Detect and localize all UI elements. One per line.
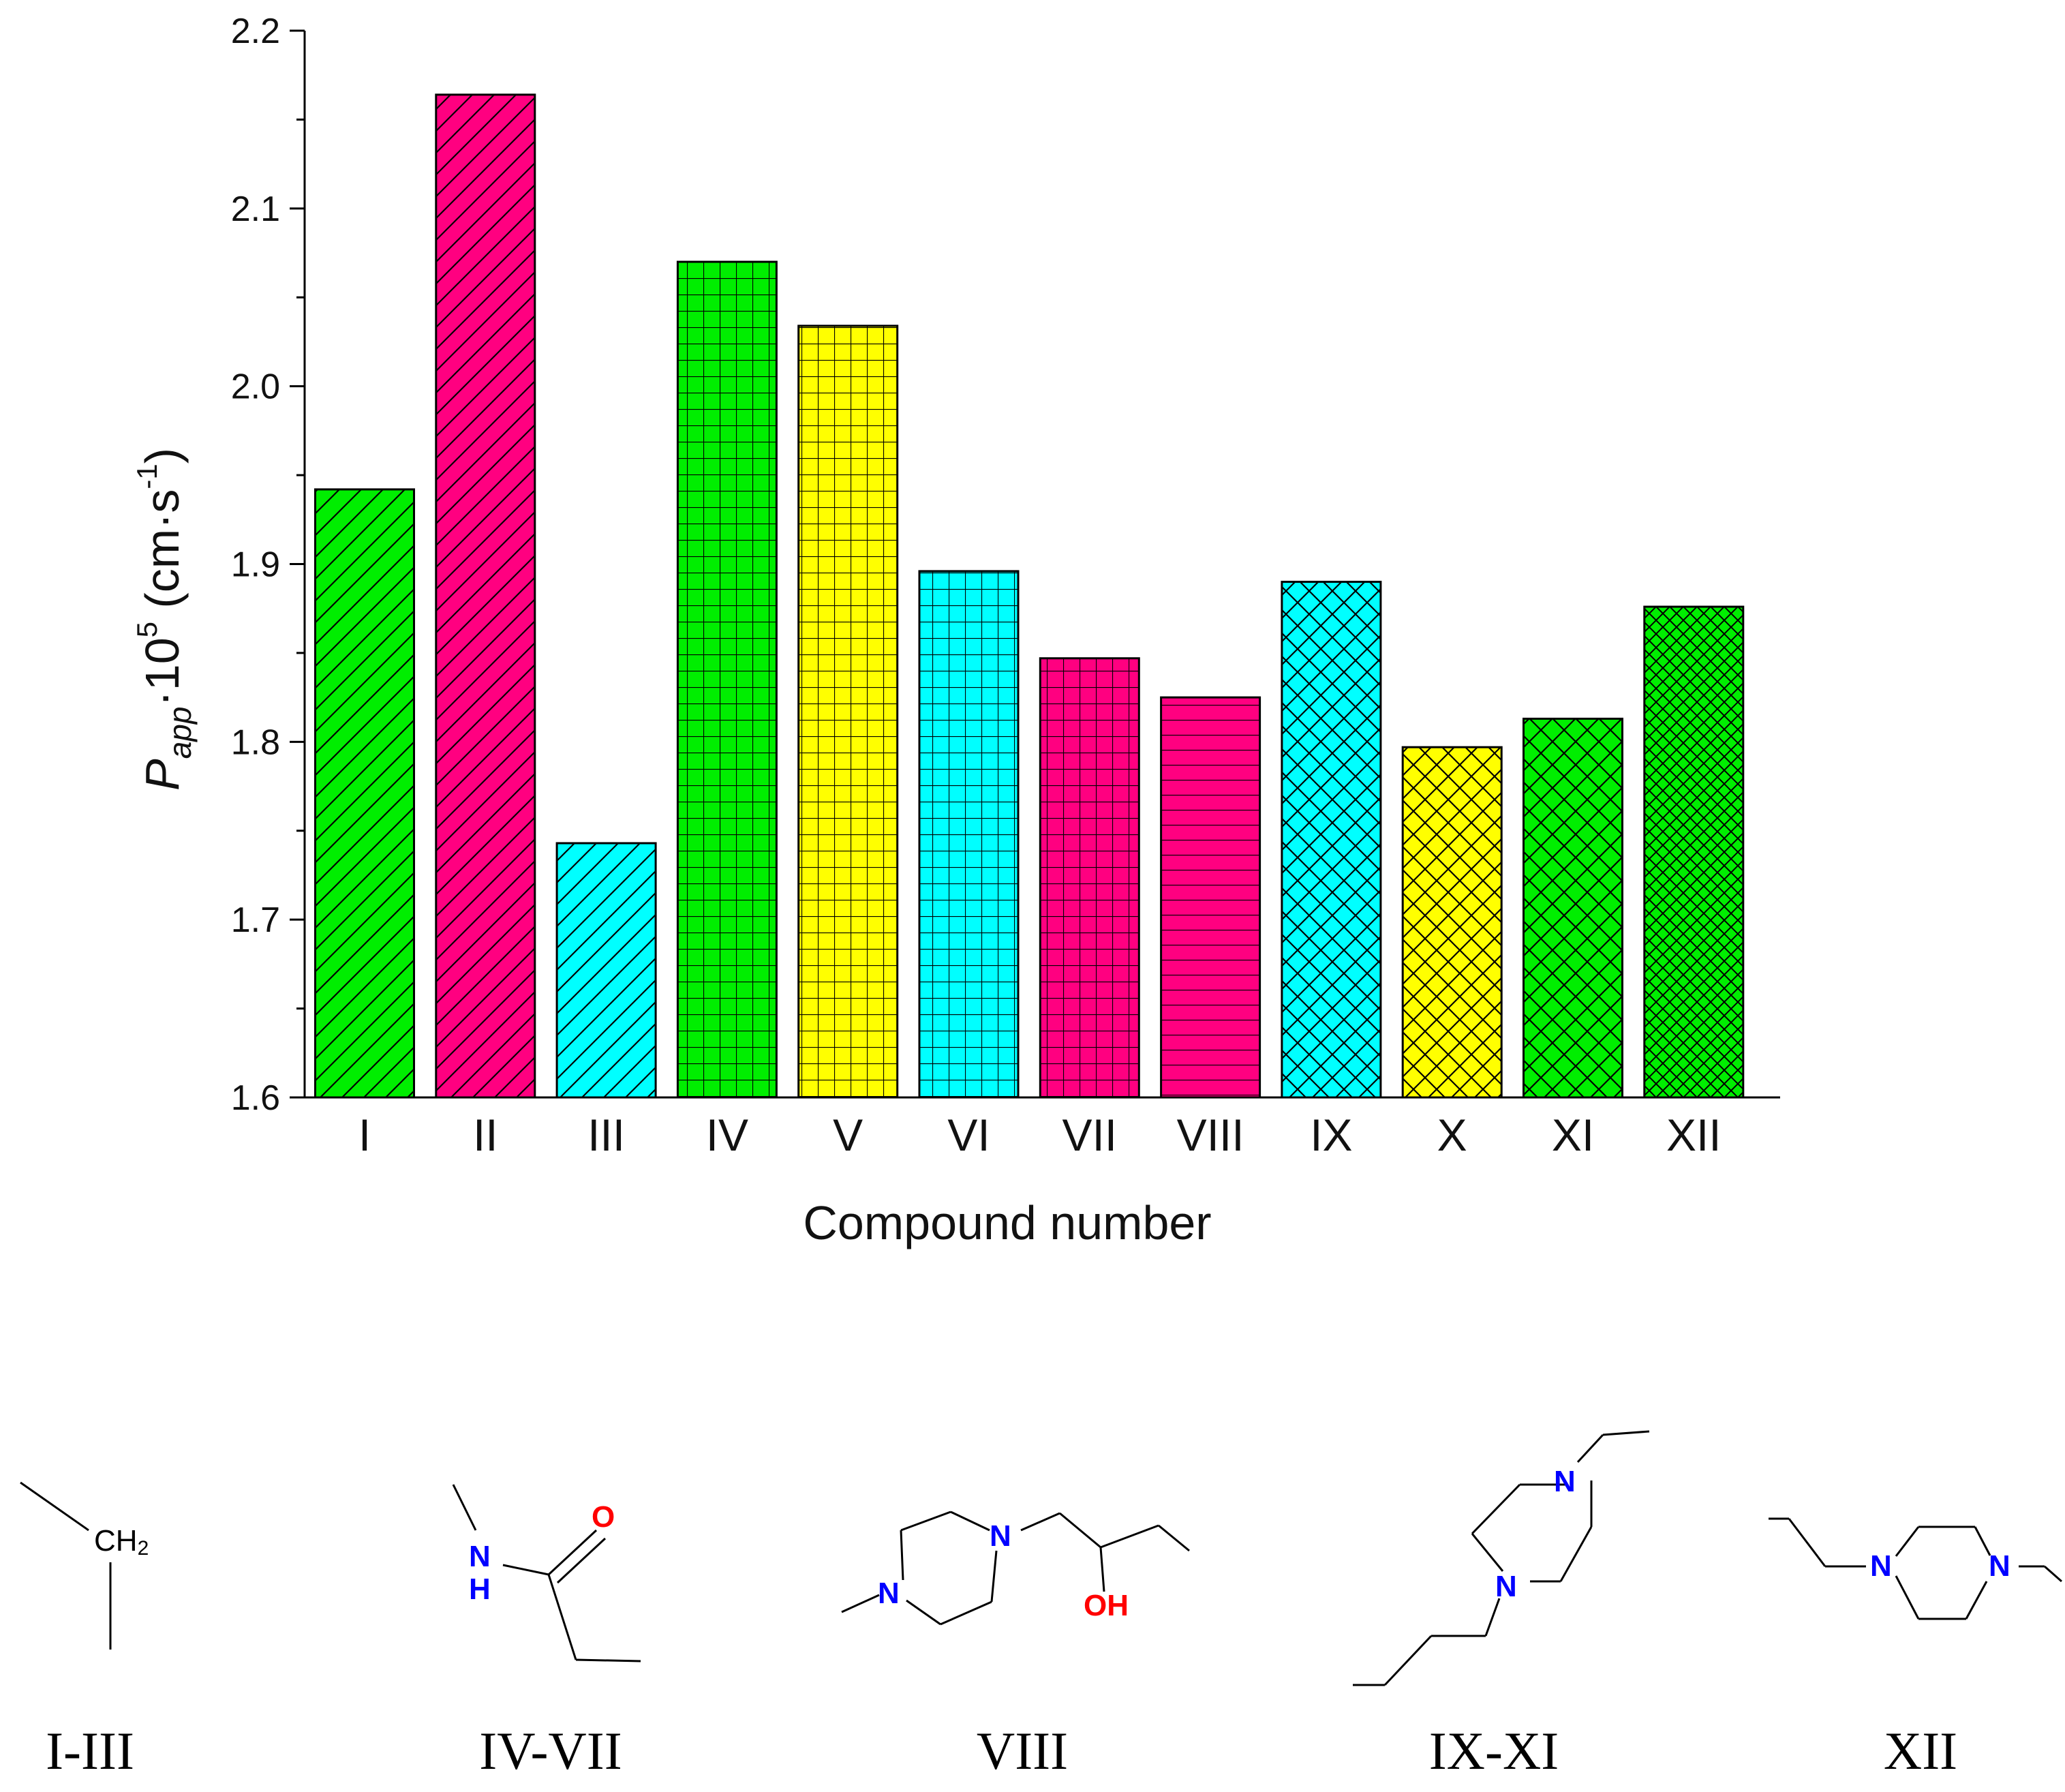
- x-tick-label-vii: VII: [1062, 1110, 1117, 1160]
- y-tick-label: 2.0: [231, 367, 280, 407]
- oxygen-atom: O: [592, 1500, 615, 1534]
- x-tick-label-iv: IV: [706, 1110, 748, 1160]
- y-tick-label: 1.6: [231, 1078, 280, 1118]
- x-axis-title: Compound number: [803, 1196, 1211, 1249]
- bar-vi: [918, 570, 1020, 1099]
- caption-viii: VIII: [977, 1721, 1068, 1780]
- nitrogen-atom: N: [1554, 1465, 1576, 1498]
- y-tick-label: 2.2: [231, 12, 280, 51]
- nitrogen-atom: N: [990, 1519, 1011, 1553]
- y-axis: 1.6 1.7 1.8 1.9 2.0 2.1 2.2: [231, 12, 306, 1118]
- x-tick-label-vi: VI: [947, 1110, 990, 1160]
- caption-xii: XII: [1884, 1721, 1957, 1780]
- x-tick-label-x: X: [1437, 1110, 1467, 1160]
- caption-iv-vii: IV-VII: [479, 1721, 622, 1780]
- structure-viii: [841, 1510, 1190, 1626]
- bar-xii: [1643, 605, 1745, 1099]
- y-tick-label: 1.9: [231, 545, 280, 585]
- y-tick-label: 2.1: [231, 189, 280, 229]
- nitrogen-atom: N: [1495, 1570, 1517, 1603]
- x-axis: I II III IV V VI VII VIII IX X XI XII: [305, 1096, 1780, 1160]
- caption-i-iii: I-III: [46, 1721, 134, 1780]
- nitrogen-atom: N: [878, 1577, 900, 1610]
- bar-series: [314, 93, 1745, 1099]
- bar-ii: [435, 93, 536, 1099]
- y-tick-label: 1.8: [231, 723, 280, 762]
- nitrogen-atom: N: [1989, 1549, 2010, 1583]
- x-tick-label-ix: IX: [1310, 1110, 1352, 1160]
- x-tick-label-i: I: [358, 1110, 371, 1160]
- bar-xi: [1523, 717, 1623, 1099]
- bar-v: [797, 324, 899, 1099]
- bar-x: [1401, 746, 1503, 1099]
- structure-xii: [1769, 1517, 2062, 1620]
- bar-iv: [676, 260, 778, 1099]
- bar-ix: [1281, 581, 1382, 1099]
- hydroxyl-label: OH: [1084, 1589, 1129, 1622]
- x-tick-label-viii: VIII: [1177, 1110, 1244, 1160]
- structure-ix-xi: [1353, 1430, 1650, 1686]
- structure-iv-vii: [452, 1484, 641, 1662]
- x-tick-label-v: V: [833, 1110, 863, 1160]
- caption-ix-xi: IX-XI: [1429, 1721, 1559, 1780]
- y-tick-label: 1.7: [231, 900, 280, 940]
- bar-viii: [1160, 696, 1261, 1099]
- ch2-label: CH2: [94, 1524, 149, 1560]
- bar-iii: [555, 842, 657, 1099]
- bar-vii: [1039, 657, 1140, 1099]
- bar-i: [314, 488, 415, 1099]
- nitrogen-atom: N: [469, 1540, 491, 1573]
- y-axis-title: Papp·105 (cm·s-1): [131, 448, 198, 791]
- x-tick-label-ii: II: [473, 1110, 498, 1160]
- nitrogen-atom: N: [1870, 1549, 1892, 1583]
- x-tick-label-xi: XI: [1552, 1110, 1594, 1160]
- x-tick-label-iii: III: [587, 1110, 625, 1160]
- x-tick-label-xii: XII: [1666, 1110, 1722, 1160]
- hydrogen-atom: H: [469, 1573, 491, 1606]
- structure-i-iii: [20, 1481, 112, 1650]
